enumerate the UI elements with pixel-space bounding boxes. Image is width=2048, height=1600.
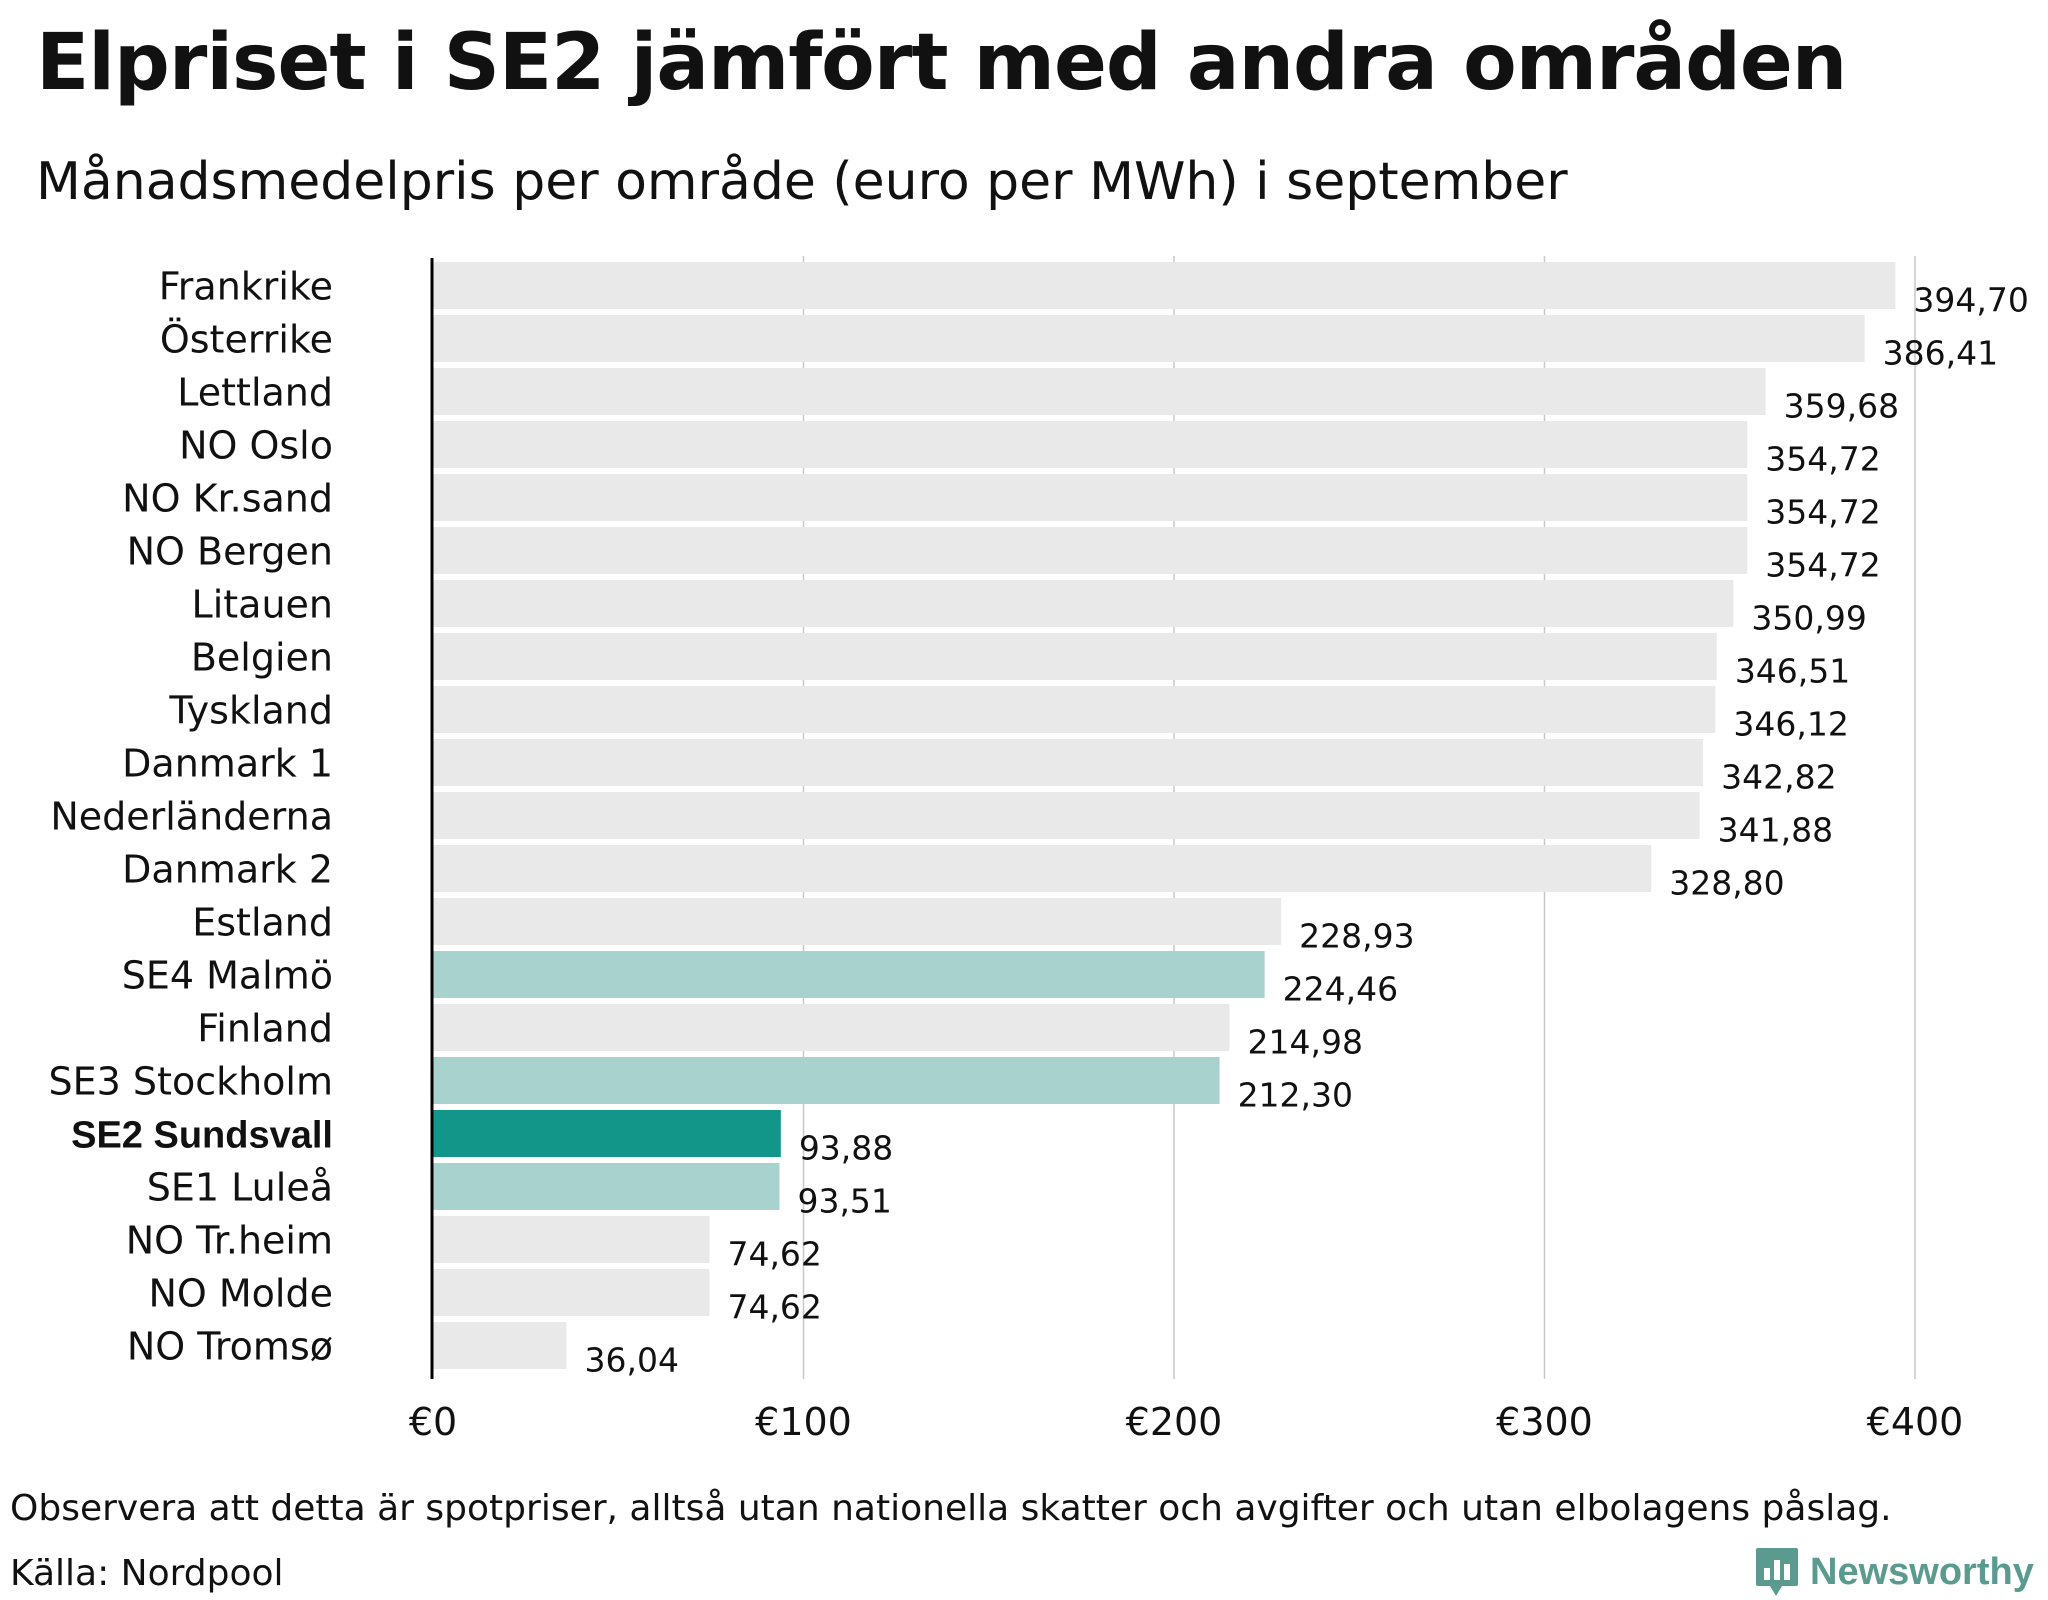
x-tick-label: €300	[1496, 1400, 1593, 1444]
x-tick-label: €100	[755, 1400, 852, 1444]
bar	[433, 1110, 781, 1157]
value-label: 394,70	[1913, 281, 2028, 320]
bar	[433, 951, 1265, 998]
bar	[433, 633, 1717, 680]
bar	[433, 315, 1865, 362]
bar	[433, 474, 1748, 521]
category-label: Österrike	[160, 318, 333, 362]
value-label: 36,04	[585, 1341, 679, 1380]
category-label: Danmark 2	[122, 848, 333, 892]
category-label: Belgien	[191, 636, 333, 680]
category-label: Finland	[197, 1007, 333, 1051]
category-label: NO Tr.heim	[126, 1219, 333, 1263]
value-label: 386,41	[1883, 334, 1998, 373]
category-label: Litauen	[192, 583, 333, 627]
bar	[433, 792, 1700, 839]
category-label: Lettland	[177, 371, 333, 415]
value-label: 346,51	[1735, 652, 1850, 691]
value-label: 212,30	[1238, 1076, 1353, 1115]
bar	[433, 1057, 1220, 1104]
bar	[433, 368, 1766, 415]
bar	[433, 580, 1734, 627]
bar	[433, 1216, 710, 1263]
value-label: 74,62	[727, 1288, 821, 1327]
value-label: 354,72	[1765, 440, 1880, 479]
footnote: Observera att detta är spotpriser, allts…	[10, 1488, 1892, 1529]
category-label: Estland	[192, 901, 333, 945]
value-label: 359,68	[1784, 387, 1899, 426]
value-label: 93,88	[799, 1129, 893, 1168]
bars	[433, 262, 1896, 1369]
category-label: NO Bergen	[127, 530, 333, 574]
brand-name: Newsworthy	[1810, 1550, 2034, 1593]
value-label: 354,72	[1765, 493, 1880, 532]
chart-subtitle: Månadsmedelpris per område (euro per MWh…	[36, 152, 1568, 212]
value-label: 93,51	[797, 1182, 891, 1221]
bar	[433, 845, 1652, 892]
brand-logo: Newsworthy	[1754, 1546, 2034, 1598]
value-label: 350,99	[1751, 599, 1866, 638]
category-label: NO Tromsø	[127, 1325, 333, 1369]
value-label: 346,12	[1733, 705, 1848, 744]
value-label: 228,93	[1299, 917, 1414, 956]
bar	[433, 1163, 780, 1210]
category-label: SE1 Luleå	[147, 1166, 333, 1210]
value-label: 224,46	[1283, 970, 1398, 1009]
labels: €0 €100 €200 €300 €400 Frankrike 394,70 Österri…	[49, 265, 2029, 1445]
category-label: Frankrike	[159, 265, 333, 309]
category-label: NO Oslo	[179, 424, 333, 468]
newsworthy-logo-icon	[1756, 1548, 1798, 1596]
x-tick-label: €200	[1126, 1400, 1223, 1444]
category-label: SE2 Sundsvall	[71, 1115, 333, 1157]
category-label: Nederländerna	[50, 795, 333, 839]
category-label: NO Kr.sand	[122, 477, 333, 521]
x-tick-label: €400	[1867, 1400, 1964, 1444]
bar	[433, 262, 1896, 309]
bar	[433, 739, 1704, 786]
category-label: Tyskland	[168, 689, 333, 733]
chart-title: Elpriset i SE2 jämfört med andra områden	[36, 18, 1847, 108]
value-label: 342,82	[1721, 758, 1836, 797]
bar	[433, 527, 1748, 574]
bar-chart: €0 €100 €200 €300 €400 Frankrike 394,70 Österri…	[49, 256, 2029, 1445]
bar	[433, 1004, 1230, 1051]
value-label: 341,88	[1718, 811, 1833, 850]
source-note: Källa: Nordpool	[10, 1553, 284, 1594]
bar	[433, 1269, 710, 1316]
category-label: NO Molde	[148, 1272, 333, 1316]
bar	[433, 1322, 567, 1369]
bar	[433, 898, 1282, 945]
value-label: 74,62	[727, 1235, 821, 1274]
bar	[433, 421, 1748, 468]
value-label: 214,98	[1248, 1023, 1363, 1062]
value-label: 354,72	[1765, 546, 1880, 585]
category-label: Danmark 1	[122, 742, 333, 786]
category-label: SE3 Stockholm	[49, 1060, 333, 1104]
x-tick-label: €0	[409, 1400, 457, 1444]
bar	[433, 686, 1716, 733]
category-label: SE4 Malmö	[122, 954, 333, 998]
value-label: 328,80	[1669, 864, 1784, 903]
